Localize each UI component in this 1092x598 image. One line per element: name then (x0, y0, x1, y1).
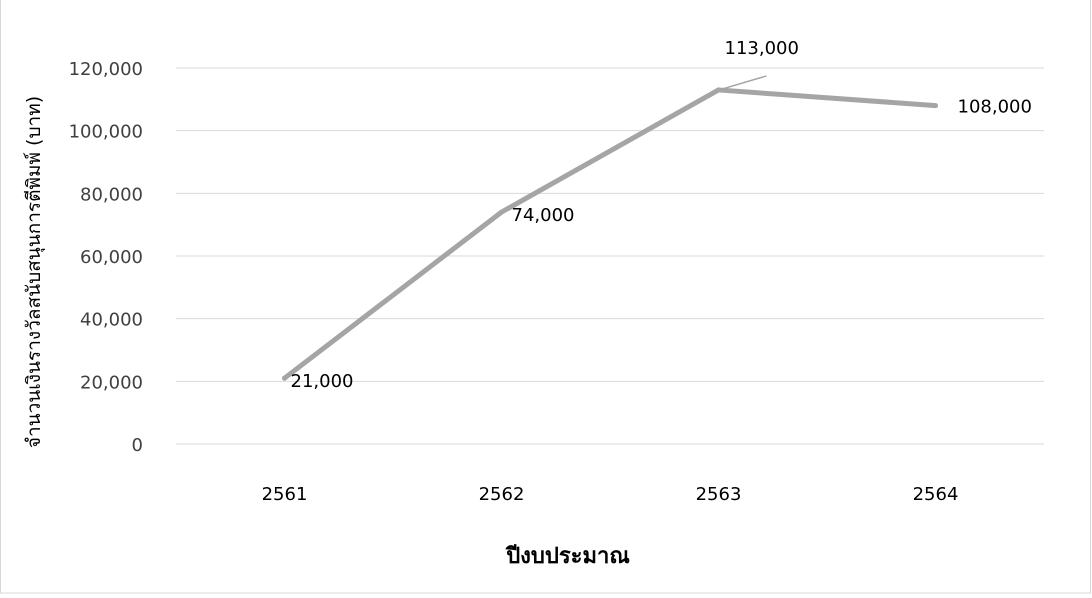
data-label: 21,000 (291, 371, 354, 392)
data-point (933, 103, 938, 109)
x-tick-label: 2563 (696, 484, 742, 505)
data-labels: 21,000 74,000 113,000 108,000 (291, 38, 1032, 392)
y-tick-label: 80,000 (80, 184, 143, 205)
y-tick-label: 40,000 (80, 310, 143, 331)
y-tick-label: 60,000 (80, 247, 143, 268)
x-tick-label: 2562 (479, 484, 525, 505)
y-tick-label: 0 (132, 435, 143, 456)
x-tick-label: 2564 (913, 484, 959, 505)
y-axis-title: จำนวนเงินรางวัลสนับสนุนการตีพิมพ์ (บาท) (23, 96, 46, 448)
y-tick-label: 20,000 (80, 372, 143, 393)
x-tick-label: 2561 (262, 484, 308, 505)
y-axis-ticks: 0 20,000 40,000 60,000 80,000 100,000 120,000 (69, 59, 143, 456)
data-label: 108,000 (958, 97, 1032, 118)
y-tick-label: 100,000 (69, 122, 143, 143)
data-point (716, 87, 721, 93)
series-line (282, 87, 938, 381)
x-axis-ticks: 2561 2562 2563 2564 (262, 484, 959, 505)
data-point (282, 375, 287, 381)
gridlines (176, 67, 1044, 445)
series-layer (282, 87, 938, 381)
data-label: 113,000 (725, 38, 799, 59)
data-label: 74,000 (512, 205, 575, 226)
data-point (499, 209, 504, 215)
leader-line (722, 75, 767, 90)
y-tick-label: 120,000 (69, 59, 143, 80)
x-axis-title: ปีงบประมาณ (505, 544, 630, 569)
